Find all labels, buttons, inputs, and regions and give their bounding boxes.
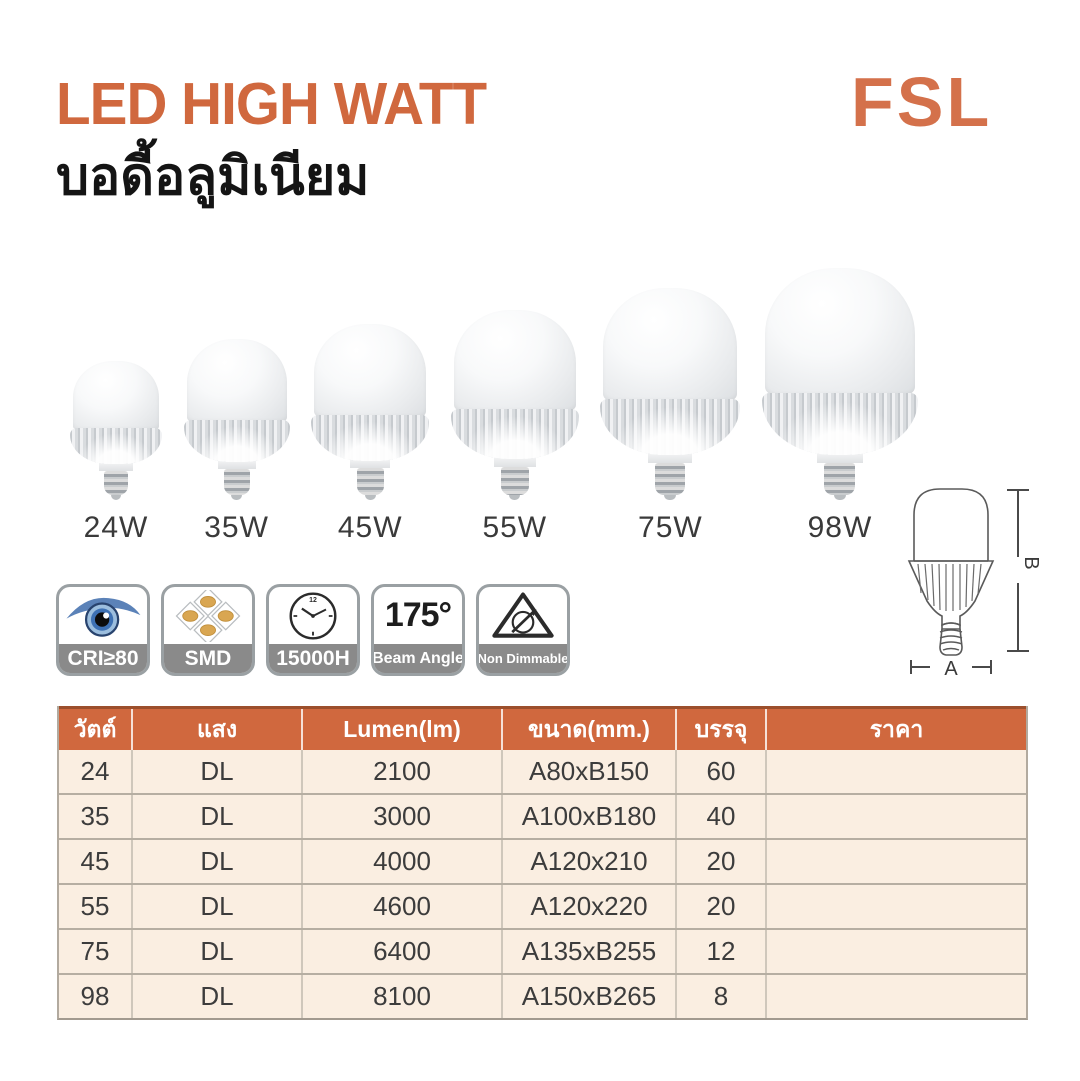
- non-dimmable-icon: [479, 587, 567, 644]
- table-row: 24 DL 2100 A80xB150 60: [59, 750, 1026, 795]
- cell-light: DL: [133, 930, 303, 973]
- bulb-figure-35w: 35W: [183, 339, 290, 545]
- watt-label: 35W: [204, 511, 269, 544]
- watt-label: 45W: [337, 511, 403, 544]
- spec-table: วัตต์ แสง Lumen(lm) ขนาด(mm.) บรรจุ ราคา…: [57, 706, 1028, 1020]
- bulb-figure-55w: 55W: [450, 310, 579, 545]
- cell-watt: 75: [59, 930, 133, 973]
- watt-label: 75W: [638, 511, 703, 544]
- bulb-figure-45w: 45W: [311, 324, 430, 545]
- cell-light: DL: [133, 750, 303, 793]
- cell-price: [767, 930, 1026, 973]
- cell-watt: 55: [59, 885, 133, 928]
- cell-pack: 40: [677, 795, 767, 838]
- cell-light: DL: [133, 840, 303, 883]
- cell-price: [767, 885, 1026, 928]
- cell-pack: 60: [677, 750, 767, 793]
- cell-light: DL: [133, 885, 303, 928]
- cell-watt: 24: [59, 750, 133, 793]
- cell-pack: 20: [677, 885, 767, 928]
- page-title: LED HIGH WATT: [56, 71, 487, 137]
- smd-chip-icon: [164, 587, 252, 644]
- cell-pack: 12: [677, 930, 767, 973]
- dimension-diagram: B A: [890, 477, 1042, 688]
- badge-label: SMD: [164, 644, 252, 673]
- header-cell-size: ขนาด(mm.): [503, 709, 677, 750]
- cell-watt: 98: [59, 975, 133, 1018]
- page-subtitle-thai: บอดี้อลูมิเนียม: [56, 148, 370, 206]
- header-cell-pack: บรรจุ: [677, 709, 767, 750]
- bulb-image: [183, 339, 290, 500]
- bulb-outline-drawing: B A: [907, 488, 1042, 680]
- badge-smd: SMD: [161, 584, 255, 676]
- badge-beam-angle: 175° Beam Angle: [371, 584, 465, 676]
- header-cell-watt: วัตต์: [59, 709, 133, 750]
- dim-label-b: B: [1020, 556, 1042, 569]
- cell-watt: 45: [59, 840, 133, 883]
- table-row: 98 DL 8100 A150xB265 8: [59, 975, 1026, 1018]
- table-row: 75 DL 6400 A135xB255 12: [59, 930, 1026, 975]
- table-header-row: วัตต์ แสง Lumen(lm) ขนาด(mm.) บรรจุ ราคา: [59, 706, 1026, 750]
- cell-size: A135xB255: [503, 930, 677, 973]
- clock-icon: 12: [269, 587, 357, 644]
- bulb-image: [600, 288, 741, 500]
- bulb-image: [311, 324, 430, 500]
- header-cell-price: ราคา: [869, 715, 924, 742]
- eye-icon: [59, 587, 147, 644]
- dim-label-a: A: [944, 658, 958, 680]
- badge-label: Beam Angle: [374, 644, 462, 673]
- watt-label: 98W: [807, 511, 873, 544]
- bulb-figure-98w: 98W: [761, 268, 918, 545]
- clock-12-label: 12: [309, 597, 317, 604]
- cell-lumen: 6400: [303, 930, 503, 973]
- cell-lumen: 3000: [303, 795, 503, 838]
- cell-watt: 35: [59, 795, 133, 838]
- badge-label: Non Dimmable: [479, 644, 567, 673]
- cell-pack: 20: [677, 840, 767, 883]
- beam-angle-value: 175°: [384, 596, 452, 634]
- cell-lumen: 4000: [303, 840, 503, 883]
- header-cell-lumen: Lumen(lm): [303, 709, 503, 750]
- bulb-image: [761, 268, 918, 500]
- cell-size: A120x220: [503, 885, 677, 928]
- cell-light: DL: [133, 975, 303, 1018]
- cell-size: A120x210: [503, 840, 677, 883]
- bulb-figure-24w: 24W: [70, 361, 162, 545]
- header-cell-light: แสง: [133, 709, 303, 750]
- bulb-lineup: 24W 35W 45W 55W: [70, 268, 918, 545]
- badge-hours: 12 15000H: [266, 584, 360, 676]
- cell-price: [767, 750, 1026, 793]
- cell-lumen: 4600: [303, 885, 503, 928]
- badge-non-dimmable: Non Dimmable: [476, 584, 570, 676]
- cell-light: DL: [133, 795, 303, 838]
- badge-label: CRI≥80: [59, 644, 147, 673]
- cell-lumen: 8100: [303, 975, 503, 1018]
- bulb-image: [70, 361, 162, 500]
- cell-size: A100xB180: [503, 795, 677, 838]
- table-row: 35 DL 3000 A100xB180 40: [59, 795, 1026, 840]
- cell-pack: 8: [677, 975, 767, 1018]
- cell-price: [767, 975, 1026, 1018]
- watt-label: 55W: [482, 511, 548, 544]
- cell-price: [767, 795, 1026, 838]
- table-row: 45 DL 4000 A120x210 20: [59, 840, 1026, 885]
- cell-price: [767, 840, 1026, 883]
- watt-label: 24W: [83, 511, 149, 544]
- bulb-image: [450, 310, 579, 500]
- fsl-logo: FSL: [851, 63, 993, 141]
- table-row: 55 DL 4600 A120x220 20: [59, 885, 1026, 930]
- feature-badges: CRI≥80 SMD 1: [56, 584, 570, 676]
- cell-size: A80xB150: [503, 750, 677, 793]
- badge-cri: CRI≥80: [56, 584, 150, 676]
- bulb-figure-75w: 75W: [600, 288, 741, 545]
- cell-size: A150xB265: [503, 975, 677, 1018]
- badge-label: 15000H: [269, 644, 357, 673]
- cell-lumen: 2100: [303, 750, 503, 793]
